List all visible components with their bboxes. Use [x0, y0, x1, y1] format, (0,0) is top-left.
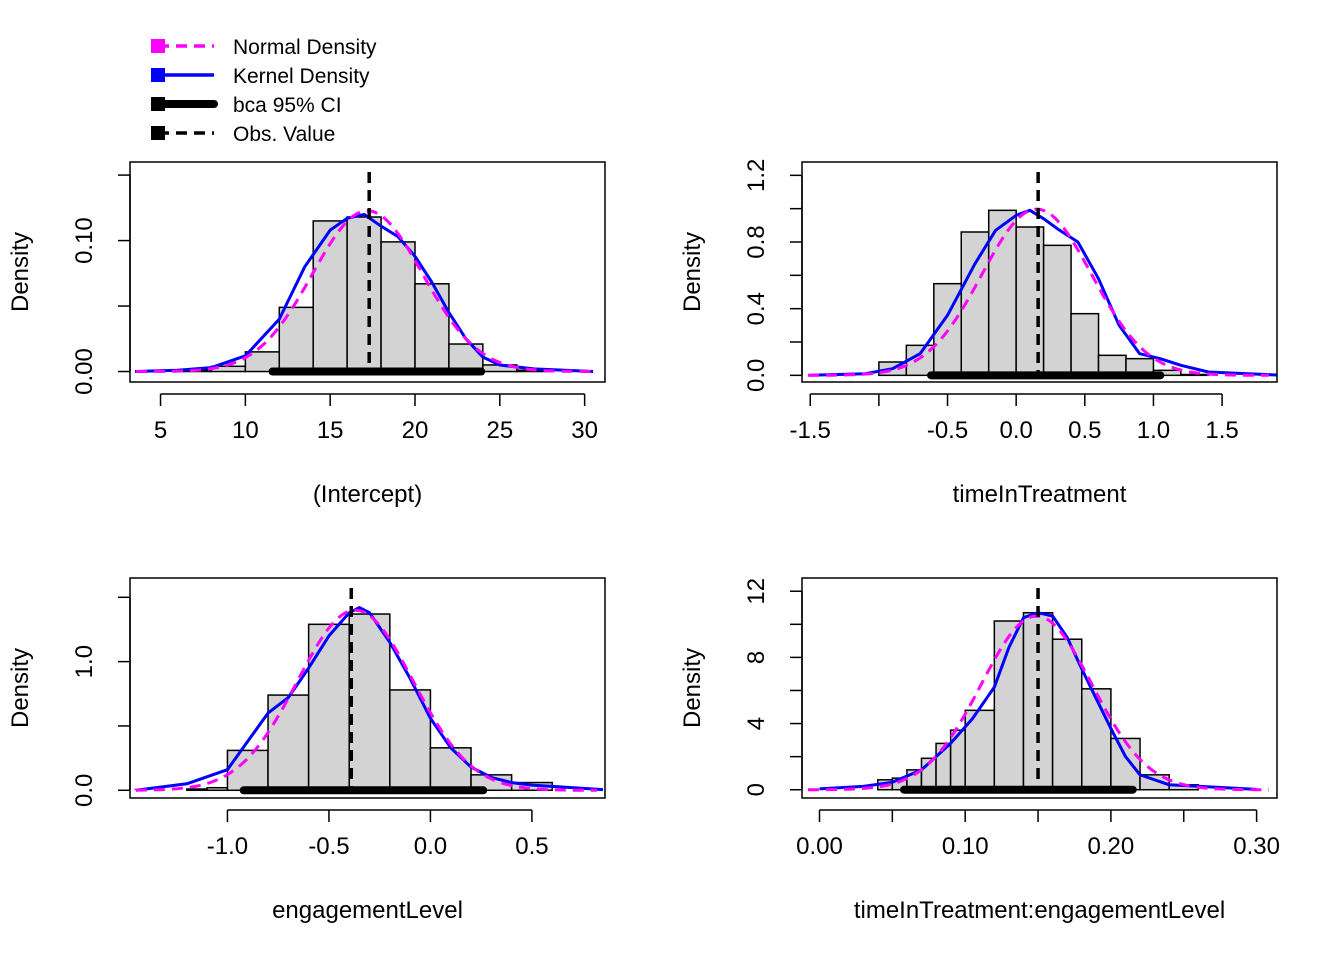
x-axis-title: engagementLevel — [272, 897, 463, 924]
panel-interaction: 0.00 0.10 0.20 0.30 0 4 8 12 timeInTreatment:eng… — [679, 577, 1280, 924]
y-tick-label-2: 4 — [743, 717, 770, 730]
histogram-bar-6 — [1042, 244, 1072, 377]
legend-swatch-0 — [151, 39, 165, 53]
kernel-density-curve — [135, 212, 594, 373]
y-tick-label-6: 12 — [743, 578, 770, 605]
x-tick-label-4: 0.5 — [1068, 417, 1101, 444]
x-tick-label-2: 15 — [317, 417, 344, 444]
x-axis-title: timeInTreatment:engagementLevel — [854, 897, 1225, 924]
x-tick-label-1: -0.5 — [308, 833, 349, 860]
histogram-bar-4 — [307, 623, 350, 792]
histogram-bar-6 — [380, 241, 416, 373]
y-tick-label-2: 0.4 — [743, 292, 770, 325]
x-tick-label-6: 0.30 — [1233, 833, 1280, 860]
x-tick-label-0: 0.00 — [796, 833, 843, 860]
y-tick-label-0: 0 — [743, 783, 770, 796]
x-tick-label-4: 0.20 — [1088, 833, 1135, 860]
x-tick-label-0: -1.0 — [207, 833, 248, 860]
histogram-bar-10 — [1081, 688, 1112, 791]
x-axis-title: timeInTreatment — [953, 481, 1127, 508]
histogram-bar-5 — [348, 613, 391, 792]
x-tick-label-2: -0.5 — [927, 417, 968, 444]
x-tick-label-2: 0.0 — [414, 833, 447, 860]
x-axis-title: (Intercept) — [313, 481, 422, 508]
histogram-bar-9 — [1051, 638, 1083, 791]
histogram-bar-7 — [1070, 312, 1100, 377]
x-tick-label-3: 0.0 — [999, 417, 1032, 444]
histogram-bar-5 — [346, 216, 382, 373]
histogram-bar-1 — [206, 786, 229, 792]
y-tick-label-0: 0.00 — [71, 348, 98, 395]
y-axis-title: Density — [679, 648, 706, 728]
x-tick-label-6: 1.5 — [1205, 417, 1238, 444]
y-axis-title: Density — [7, 648, 34, 728]
histogram-bar-3 — [278, 306, 314, 373]
legend-label-2: bca 95% CI — [233, 94, 342, 117]
panel-intercept: 5 10 15 20 25 30 0.00 0.10 (Intercept) Density — [7, 161, 606, 508]
legend-label-0: Normal Density — [233, 36, 377, 59]
y-axis-title: Density — [7, 232, 34, 312]
x-tick-label-0: -1.5 — [790, 417, 831, 444]
x-tick-label-5: 1.0 — [1137, 417, 1170, 444]
histogram-bar-0 — [186, 788, 208, 792]
x-tick-label-3: 20 — [402, 417, 429, 444]
y-tick-label-0: 0.0 — [71, 774, 98, 807]
x-tick-label-1: 10 — [232, 417, 259, 444]
x-tick-label-4: 25 — [486, 417, 513, 444]
normal-density-curve — [134, 608, 598, 792]
panel-time-in-treatment: -1.5 -0.5 0.0 0.5 1.0 1.5 0.0 0.4 0.8 1.2 timeInTr… — [679, 159, 1278, 508]
legend-swatch-2 — [151, 97, 165, 111]
y-tick-label-2: 0.10 — [71, 217, 98, 264]
x-tick-label-3: 0.5 — [515, 833, 548, 860]
legend-swatch-3 — [151, 126, 165, 140]
histogram-bar-2 — [226, 749, 269, 792]
histogram-bar-7 — [429, 747, 472, 792]
y-tick-label-4: 8 — [743, 651, 770, 664]
x-tick-label-5: 30 — [571, 417, 598, 444]
legend: Normal Density Kernel Density bca 95% CI Ob… — [151, 36, 377, 146]
histogram-bar-11 — [1180, 373, 1210, 377]
y-tick-label-6: 1.2 — [743, 159, 770, 192]
histogram-bar-11 — [1110, 737, 1141, 791]
histogram-bar-7 — [414, 283, 450, 373]
y-tick-label-4: 0.8 — [743, 225, 770, 258]
x-tick-label-0: 5 — [154, 417, 167, 444]
panel-engagement-level: -1.0 -0.5 0.0 0.5 0.0 1.0 engagementLevel Densi… — [7, 577, 606, 924]
y-tick-label-2: 1.0 — [71, 645, 98, 678]
x-tick-label-2: 0.10 — [942, 833, 989, 860]
legend-label-3: Obs. Value — [233, 123, 335, 146]
kernel-density-curve — [810, 208, 1278, 377]
legend-swatch-1 — [151, 68, 165, 82]
y-axis-title: Density — [679, 232, 706, 312]
kernel-density-curve — [135, 606, 604, 792]
y-tick-label-0: 0.0 — [743, 359, 770, 392]
legend-label-1: Kernel Density — [233, 65, 370, 88]
